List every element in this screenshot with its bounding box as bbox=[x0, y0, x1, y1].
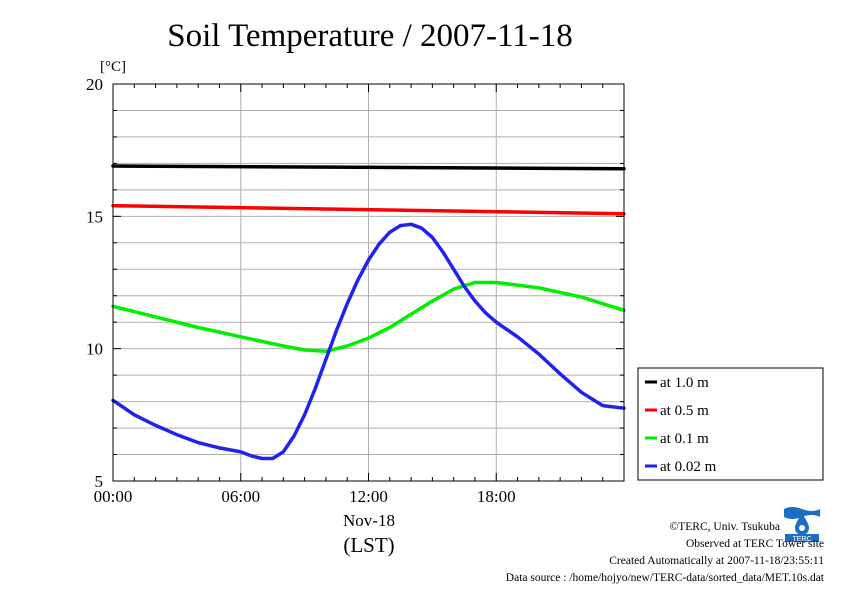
legend-label-at-0-1-m: at 0.1 m bbox=[660, 431, 709, 447]
terc-logo: TERC bbox=[782, 503, 822, 543]
y-tick-label: 20 bbox=[86, 75, 103, 94]
y-tick-label: 15 bbox=[86, 207, 103, 226]
logo-text: TERC bbox=[792, 536, 811, 543]
credit-observed: Observed at TERC Tower site bbox=[685, 538, 824, 550]
legend-label-at-0-5-m: at 0.5 m bbox=[660, 403, 709, 419]
series-line-at-0-02-m bbox=[111, 222, 626, 461]
legend: at 1.0 m at 0.5 m at 0.1 m at 0.02 m bbox=[637, 367, 824, 481]
series-line-at-0-5-m bbox=[111, 203, 626, 216]
x-axis-label: (LST) bbox=[343, 533, 394, 557]
x-axis-date-label: Nov-18 bbox=[343, 511, 395, 530]
axis-ticks: 5 10 15 20 00:00 06:00 12:00 18:00 bbox=[86, 75, 625, 506]
y-tick-label: 10 bbox=[86, 340, 103, 359]
credit-created: Created Automatically at 2007-11-18/23:5… bbox=[609, 555, 824, 567]
x-tick-label: 18:00 bbox=[477, 487, 516, 506]
grid-lines bbox=[113, 84, 624, 481]
series-line-at-0-1-m bbox=[111, 280, 626, 354]
x-tick-label: 06:00 bbox=[221, 487, 260, 506]
x-tick-label: 12:00 bbox=[349, 487, 388, 506]
y-tick-label: 5 bbox=[95, 472, 104, 491]
series-layer bbox=[111, 164, 626, 461]
logo-drop-icon bbox=[795, 513, 809, 535]
series-line-at-1-0-m bbox=[111, 164, 626, 171]
legend-label-at-1-0-m: at 1.0 m bbox=[660, 375, 709, 391]
y-axis-unit-label: [°C] bbox=[100, 59, 126, 75]
legend-frame bbox=[637, 367, 824, 481]
credit-source: Data source : /home/hojyo/new/TERC-data/… bbox=[505, 572, 824, 584]
legend-label-at-0-02-m: at 0.02 m bbox=[660, 459, 717, 475]
chart-title: Soil Temperature / 2007-11-18 bbox=[167, 18, 573, 54]
x-tick-label: 00:00 bbox=[94, 487, 133, 506]
credit-copyright: ©TERC, Univ. Tsukuba bbox=[669, 521, 780, 533]
